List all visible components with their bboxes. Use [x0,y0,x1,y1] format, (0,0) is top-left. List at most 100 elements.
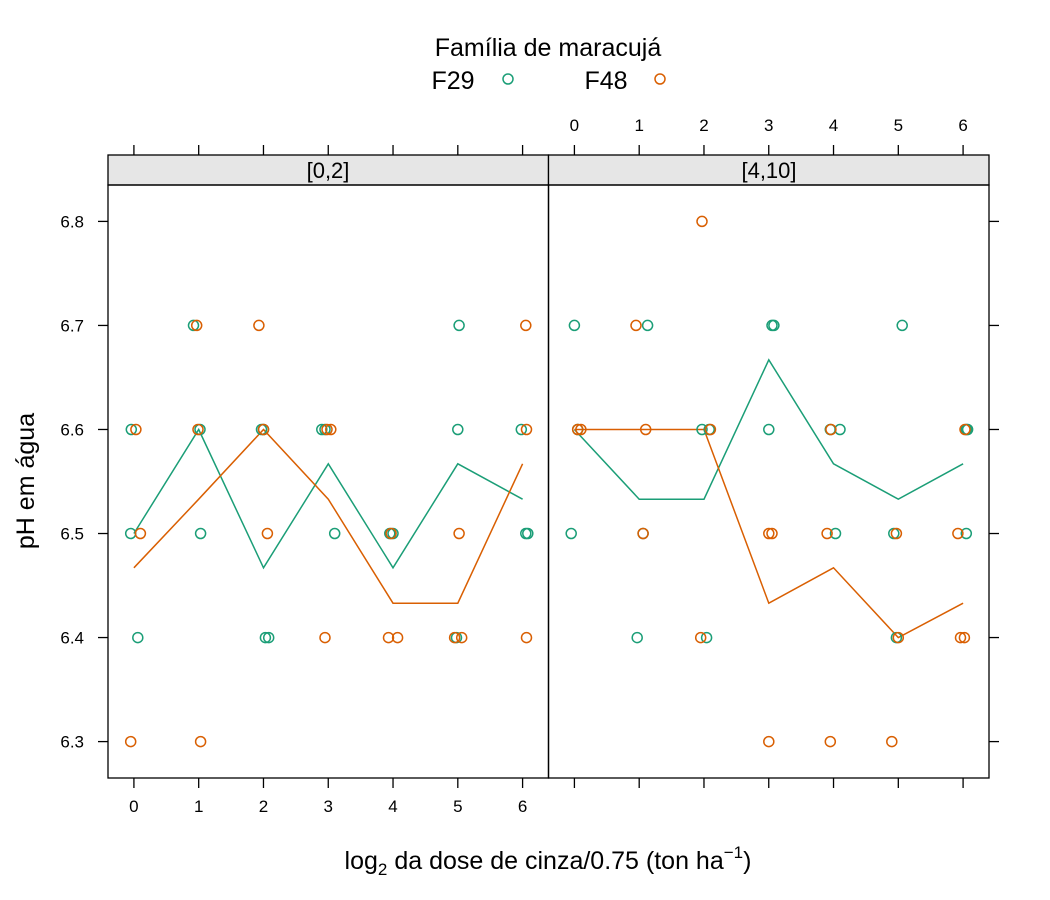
mean-lines [133,358,964,639]
data-point-f48 [890,527,903,540]
x-tick-label-bottom-left: 6 [518,797,527,816]
data-point-f48 [124,735,137,748]
x-tick-label-top-right: 3 [764,116,773,135]
data-points [124,215,974,748]
data-point-f48 [825,423,837,436]
x-tick-label-top-right: 0 [570,116,579,135]
data-point-f29 [316,423,328,436]
x-tick-label-top-right: 5 [894,116,903,135]
panel-frame-right [547,184,990,779]
data-point-f29 [132,631,144,644]
data-point-f29 [834,423,846,436]
data-point-f48 [391,631,404,644]
legend-label-f48: F48 [584,67,627,95]
data-point-f29 [696,423,708,436]
data-point-f29 [960,527,973,540]
x-tick-label-top-right: 1 [634,116,643,135]
data-point-f48 [453,527,465,540]
y-axis-title: pH em água [12,413,40,549]
x-tick-label-bottom-left: 1 [194,797,203,816]
data-point-f48 [130,423,142,436]
x-tick-label-bottom-left: 2 [259,797,268,816]
x-tick-label-top-right: 6 [958,116,967,135]
data-point-f48 [382,631,395,644]
x-tick-label-bottom-left: 0 [129,797,138,816]
mean-line-f29-panel-2 [573,358,964,501]
strips: [0,2] [4,10] [107,154,990,186]
data-point-f48 [952,527,964,540]
data-point-f48 [190,319,203,332]
data-point-f48 [821,527,833,540]
x-axis-title-mid: da dose de cinza/0.75 (ton ha [387,847,723,875]
data-point-f29 [641,319,654,332]
data-point-f29 [768,319,780,332]
data-point-f48 [571,423,584,436]
legend-marker-f48 [654,73,666,85]
strip-left [107,154,550,186]
data-point-f29 [453,319,465,332]
mean-line-f29-panel-1 [133,427,523,570]
panel-frames [107,184,990,779]
data-point-f48 [763,735,775,748]
x-axis-title-pre: log [345,847,378,875]
data-point-f48 [694,631,707,644]
x-axis-title-sub: 2 [378,860,387,879]
data-point-f48 [455,631,468,644]
axes: 0 0 1 1 2 2 3 3 4 4 5 5 6 6 6.3 6.4 6.5 6.6 6.7 6.8 [60,116,999,816]
data-point-f48 [704,423,717,436]
data-point-f29 [896,319,908,332]
data-point-f29 [194,527,207,540]
data-point-f48 [520,631,533,644]
data-point-f48 [575,423,587,436]
x-tick-label-bottom-left: 4 [388,797,397,816]
data-point-f48 [958,631,971,644]
data-point-f48 [892,631,905,644]
legend-title: Família de maracujá [435,34,662,62]
x-tick-label-bottom-left: 5 [453,797,462,816]
data-point-f48 [520,423,533,436]
data-point-f48 [192,423,204,436]
data-point-f48 [637,527,649,540]
mean-line-f48-panel-1 [133,428,524,604]
y-tick-label: 6.6 [60,420,84,439]
x-tick-label-bottom-left: 3 [324,797,333,816]
data-point-f48 [134,527,147,540]
data-point-f48 [959,423,971,436]
data-point-f48 [194,735,207,748]
legend-label-f29: F29 [431,67,474,95]
x-axis-title: log2 da dose de cinza/0.75 (ton ha−1) [345,843,752,879]
data-point-f29 [763,423,775,436]
legend-marker-f29 [502,73,514,85]
y-tick-label: 6.8 [60,212,84,231]
data-point-f48 [766,527,778,540]
data-point-f29 [631,631,643,644]
mean-line-f48-panel-2 [574,428,964,639]
x-tick-label-top-right: 2 [699,116,708,135]
data-point-f48 [630,319,642,332]
data-point-f48 [824,735,837,748]
data-point-f48 [639,423,652,436]
data-point-f48 [954,631,967,644]
data-point-f29 [700,631,713,644]
y-tick-label: 6.5 [60,525,84,544]
data-point-f29 [568,319,581,332]
data-point-f29 [829,527,842,540]
data-point-f48 [886,735,898,748]
panel-frame-left [107,184,550,779]
y-tick-label: 6.4 [60,629,84,648]
data-point-f48 [448,631,461,644]
strip-label-right: [4,10] [741,158,796,183]
strip-right [547,154,990,186]
data-point-f29 [522,527,534,540]
legend: Família de maracujá F29 F48 [431,34,666,95]
data-point-f29 [125,423,138,436]
data-point-f29 [259,631,272,644]
x-tick-label-top-right: 4 [829,116,838,135]
data-point-f48 [319,631,331,644]
data-point-f29 [262,631,275,644]
data-point-f48 [325,423,337,436]
x-axis-title-post: ) [743,847,751,875]
strip-label-left: [0,2] [307,158,350,183]
data-point-f48 [321,423,333,436]
